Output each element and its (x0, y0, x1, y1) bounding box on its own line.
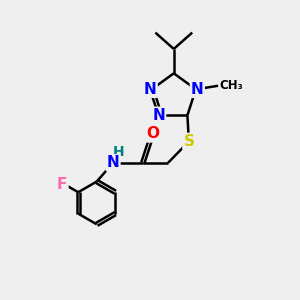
Text: H: H (112, 145, 124, 158)
Text: F: F (57, 177, 68, 192)
Text: O: O (146, 127, 159, 142)
Text: N: N (107, 155, 119, 170)
Text: N: N (144, 82, 157, 97)
Text: CH₃: CH₃ (220, 79, 243, 92)
Text: S: S (183, 134, 194, 149)
Text: N: N (152, 108, 165, 123)
Text: N: N (191, 82, 204, 97)
